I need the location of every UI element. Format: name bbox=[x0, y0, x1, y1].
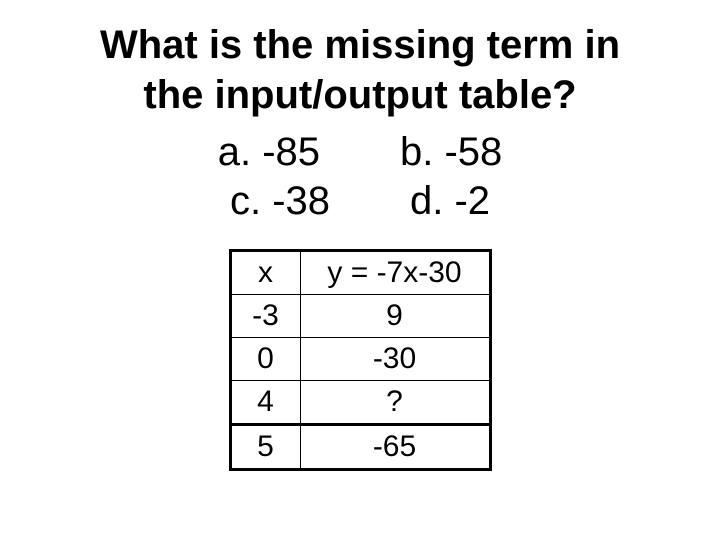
table-row: 0 -30 bbox=[230, 338, 490, 381]
table-row: 5 -65 bbox=[230, 425, 490, 470]
header-x: x bbox=[230, 251, 300, 295]
answer-d-label: d. bbox=[410, 179, 443, 223]
question-block: What is the missing term in the input/ou… bbox=[30, 20, 690, 224]
answer-c: c. -38 bbox=[230, 179, 330, 224]
answer-d-value: -2 bbox=[454, 179, 490, 223]
table-wrap: x y = -7x-30 -3 9 0 -30 4 ? 5 -65 bbox=[30, 249, 690, 471]
header-y: y = -7x-30 bbox=[300, 251, 490, 295]
answer-c-value: -38 bbox=[272, 179, 330, 223]
question-line-1: What is the missing term in bbox=[100, 23, 620, 67]
answer-row-2: c. -38 d. -2 bbox=[30, 179, 690, 224]
io-table: x y = -7x-30 -3 9 0 -30 4 ? 5 -65 bbox=[229, 249, 492, 471]
cell-x: 4 bbox=[230, 381, 300, 425]
table-row: 4 ? bbox=[230, 381, 490, 425]
cell-x: -3 bbox=[230, 295, 300, 338]
answer-b: b. -58 bbox=[400, 130, 502, 175]
cell-x: 5 bbox=[230, 425, 300, 470]
answer-a-label: a. bbox=[218, 130, 251, 174]
answer-b-label: b. bbox=[400, 130, 433, 174]
answer-row-1: a. -85 b. -58 bbox=[30, 130, 690, 175]
question-line-2: the input/output table? bbox=[143, 73, 576, 117]
answer-c-label: c. bbox=[230, 179, 261, 223]
table-row: -3 9 bbox=[230, 295, 490, 338]
cell-y: ? bbox=[300, 381, 490, 425]
cell-y: 9 bbox=[300, 295, 490, 338]
cell-x: 0 bbox=[230, 338, 300, 381]
answer-a: a. -85 bbox=[218, 130, 320, 175]
question-title: What is the missing term in the input/ou… bbox=[30, 20, 690, 120]
table-header-row: x y = -7x-30 bbox=[230, 251, 490, 295]
answer-d: d. -2 bbox=[410, 179, 490, 224]
cell-y: -65 bbox=[300, 425, 490, 470]
answer-a-value: -85 bbox=[262, 130, 320, 174]
cell-y: -30 bbox=[300, 338, 490, 381]
answer-b-value: -58 bbox=[444, 130, 502, 174]
